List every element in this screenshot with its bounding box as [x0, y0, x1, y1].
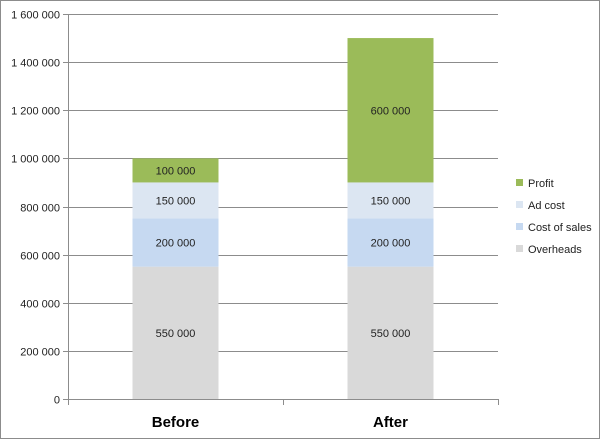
data-label: 200 000 — [156, 238, 196, 250]
bar-segment-cost-of-sales — [132, 218, 219, 267]
legend-swatch — [516, 223, 523, 230]
x-category-label: Before — [152, 414, 200, 431]
y-tick-label: 1 000 000 — [11, 154, 60, 166]
data-label: 550 000 — [371, 328, 411, 340]
x-category-label: After — [373, 414, 408, 431]
bar-segment-cost-of-sales — [347, 218, 434, 267]
data-label: 550 000 — [156, 328, 196, 340]
legend-swatch — [516, 201, 523, 208]
y-tick-label: 200 000 — [20, 347, 60, 359]
bar-segment-ad-cost — [132, 182, 219, 219]
bar-segment-ad-cost — [347, 182, 434, 219]
bars: 550 000 200 000 150 000 100 000 550 000 200 0… — [132, 38, 434, 399]
legend-label: Ad cost — [528, 200, 565, 212]
y-tick-label: 400 000 — [20, 299, 60, 311]
data-label: 150 000 — [156, 195, 196, 207]
legend-swatch — [516, 245, 523, 252]
bar-segment-overheads — [132, 266, 219, 399]
legend-label: Cost of sales — [528, 222, 592, 234]
legend-label: Overheads — [528, 244, 582, 256]
y-tick-label: 0 — [54, 395, 60, 407]
bar-segment-profit — [347, 38, 434, 183]
legend-swatch — [516, 179, 523, 186]
legend: Profit Ad cost Cost of sales Overheads — [516, 178, 592, 256]
y-tick-label: 600 000 — [20, 251, 60, 263]
y-tick-label: 800 000 — [20, 203, 60, 215]
bar-segment-overheads — [347, 266, 434, 399]
y-tick-label: 1 400 000 — [11, 58, 60, 70]
data-label: 600 000 — [371, 105, 411, 117]
y-tick-label: 1 200 000 — [11, 106, 60, 118]
data-label: 150 000 — [371, 195, 411, 207]
axes: 0 200 000 400 000 600 000 800 000 1 000 000 1 … — [11, 10, 499, 431]
bar-segment-profit — [132, 158, 219, 183]
data-label: 200 000 — [371, 238, 411, 250]
y-tick-label: 1 600 000 — [11, 10, 60, 22]
data-label: 100 000 — [156, 165, 196, 177]
legend-label: Profit — [528, 178, 554, 190]
